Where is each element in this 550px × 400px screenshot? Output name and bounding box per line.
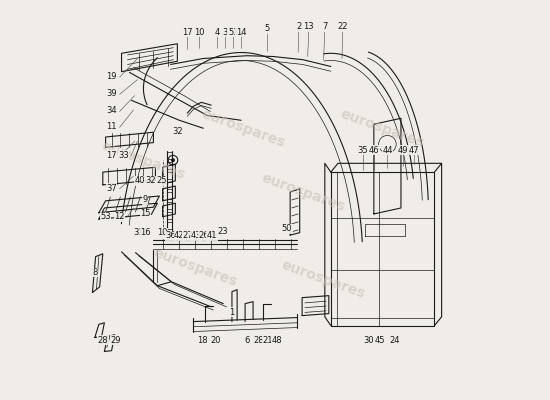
- Text: 31: 31: [133, 228, 144, 237]
- Bar: [167, 152, 172, 159]
- Text: eurospares: eurospares: [151, 246, 239, 290]
- Text: 20: 20: [211, 336, 221, 345]
- Text: 14: 14: [236, 28, 246, 37]
- Text: 40: 40: [134, 176, 145, 185]
- Text: 27: 27: [183, 231, 194, 240]
- Text: eurospares: eurospares: [199, 107, 287, 150]
- Text: 8: 8: [92, 268, 97, 277]
- Text: 13: 13: [304, 22, 314, 31]
- Text: 23: 23: [217, 227, 228, 236]
- Text: 34: 34: [106, 106, 117, 115]
- Text: 35: 35: [358, 146, 368, 155]
- Text: 3: 3: [223, 28, 228, 37]
- Bar: [167, 182, 172, 189]
- Text: 30: 30: [364, 336, 374, 345]
- Text: 33: 33: [118, 151, 129, 160]
- Text: 7: 7: [322, 22, 327, 31]
- Text: 37: 37: [106, 184, 117, 192]
- Text: 47: 47: [409, 146, 419, 155]
- Bar: [167, 202, 172, 209]
- Text: 26: 26: [199, 231, 210, 240]
- Text: eurospares: eurospares: [100, 138, 187, 182]
- Text: 15: 15: [140, 209, 151, 218]
- Text: 32: 32: [172, 127, 183, 136]
- Text: 32: 32: [145, 176, 156, 185]
- Text: 17: 17: [182, 28, 192, 37]
- Text: 53: 53: [100, 212, 111, 221]
- Text: 43: 43: [191, 231, 201, 240]
- Bar: [167, 172, 172, 179]
- Text: 50: 50: [282, 224, 292, 233]
- Text: 45: 45: [374, 336, 384, 345]
- Text: 5: 5: [265, 24, 270, 33]
- Text: 42: 42: [174, 231, 185, 240]
- Text: 25: 25: [156, 176, 167, 185]
- Text: 49: 49: [398, 146, 409, 155]
- Text: 29: 29: [111, 336, 121, 345]
- Text: 46: 46: [368, 146, 379, 155]
- Text: 24: 24: [389, 336, 400, 345]
- Text: 51: 51: [228, 28, 238, 37]
- Text: 12: 12: [114, 212, 125, 221]
- Text: 41: 41: [207, 231, 217, 240]
- Text: 48: 48: [272, 336, 282, 345]
- Text: eurospares: eurospares: [279, 258, 367, 301]
- Text: 11: 11: [106, 122, 117, 131]
- Text: 10: 10: [194, 28, 205, 37]
- Bar: [167, 212, 172, 219]
- Text: eurospares: eurospares: [339, 107, 426, 150]
- Text: 2: 2: [296, 22, 301, 31]
- Bar: [167, 222, 172, 229]
- Text: 18: 18: [197, 336, 208, 345]
- Circle shape: [171, 158, 175, 162]
- Text: 36: 36: [165, 231, 176, 240]
- Text: 1: 1: [229, 308, 234, 317]
- Bar: [167, 192, 172, 199]
- Text: 9: 9: [143, 196, 148, 204]
- Text: 4: 4: [214, 28, 220, 37]
- Text: 44: 44: [382, 146, 393, 155]
- Text: 10: 10: [157, 228, 168, 237]
- Text: 16: 16: [140, 228, 151, 237]
- Text: 28: 28: [254, 336, 265, 345]
- Text: eurospares: eurospares: [259, 170, 346, 214]
- Text: 17: 17: [106, 151, 117, 160]
- Text: 19: 19: [106, 72, 117, 81]
- Text: 28: 28: [97, 336, 108, 345]
- Text: 39: 39: [106, 89, 117, 98]
- Bar: [167, 162, 172, 169]
- Text: 21: 21: [262, 336, 273, 345]
- Text: 6: 6: [244, 336, 250, 345]
- Text: 22: 22: [338, 22, 348, 31]
